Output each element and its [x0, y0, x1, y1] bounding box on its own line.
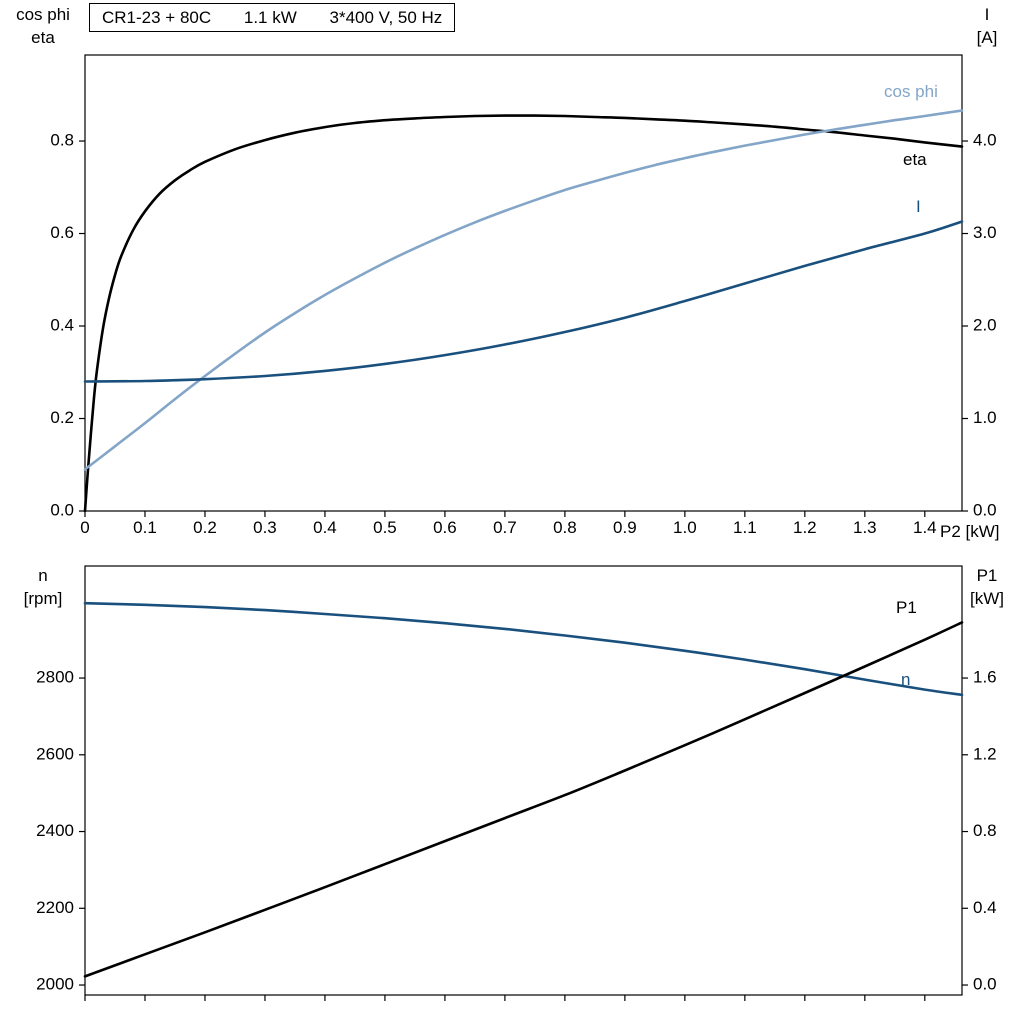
- top-left-axis-title: cos phi eta: [2, 3, 84, 49]
- x-axis-title: P2 [kW]: [940, 522, 1000, 541]
- svg-text:0.4: 0.4: [50, 315, 74, 334]
- svg-text:2.0: 2.0: [973, 315, 997, 334]
- axis-title-p1: P1: [976, 566, 998, 585]
- svg-text:0.4: 0.4: [973, 898, 997, 917]
- curve-label-eta: eta: [903, 150, 927, 169]
- svg-text:0.1: 0.1: [133, 518, 157, 537]
- svg-text:2400: 2400: [36, 821, 74, 840]
- curve-label-p1: P1: [896, 598, 917, 617]
- pump-supply: 3*400 V, 50 Hz: [329, 8, 443, 27]
- svg-text:0.7: 0.7: [493, 518, 517, 537]
- bottom-left-axis-title: n [rpm]: [2, 564, 84, 610]
- svg-text:1.3: 1.3: [853, 518, 877, 537]
- svg-text:1.1: 1.1: [733, 518, 757, 537]
- axis-title-cosphi: cos phi: [16, 5, 70, 24]
- svg-text:0.9: 0.9: [613, 518, 637, 537]
- axis-title-speed-unit: [rpm]: [23, 589, 63, 608]
- svg-text:0.2: 0.2: [50, 408, 74, 427]
- svg-text:1.6: 1.6: [973, 668, 997, 687]
- curve-label-cosphi: cos phi: [884, 82, 938, 101]
- svg-text:0.0: 0.0: [50, 500, 74, 519]
- chart-title-box: CR1-23 + 80C 1.1 kW 3*400 V, 50 Hz: [89, 3, 456, 32]
- curve-label-speed: n: [901, 670, 911, 689]
- svg-text:0.4: 0.4: [313, 518, 337, 537]
- svg-text:0.3: 0.3: [253, 518, 277, 537]
- svg-text:1.2: 1.2: [973, 744, 997, 763]
- svg-text:3.0: 3.0: [973, 223, 997, 242]
- svg-text:0.8: 0.8: [973, 821, 997, 840]
- svg-text:1.0: 1.0: [973, 408, 997, 427]
- svg-text:1.0: 1.0: [673, 518, 697, 537]
- svg-text:0: 0: [80, 518, 89, 537]
- axis-title-current: I: [984, 5, 990, 24]
- axis-title-speed: n: [38, 566, 48, 585]
- axis-title-p1-unit: [kW]: [970, 589, 1004, 608]
- pump-model: CR1-23 + 80C: [102, 8, 212, 27]
- svg-text:0.0: 0.0: [973, 500, 997, 519]
- svg-text:0.0: 0.0: [973, 975, 997, 994]
- svg-text:0.8: 0.8: [50, 131, 74, 150]
- svg-text:4.0: 4.0: [973, 131, 997, 150]
- axis-title-current-unit: [A]: [976, 28, 998, 47]
- svg-text:2600: 2600: [36, 744, 74, 763]
- svg-text:0.8: 0.8: [553, 518, 577, 537]
- svg-text:0.2: 0.2: [193, 518, 217, 537]
- axis-title-eta: eta: [31, 28, 55, 47]
- svg-text:1.4: 1.4: [913, 518, 937, 537]
- svg-text:0.6: 0.6: [433, 518, 457, 537]
- svg-text:2200: 2200: [36, 898, 74, 917]
- top-right-axis-title: I [A]: [956, 3, 1018, 49]
- svg-text:2000: 2000: [36, 975, 74, 994]
- svg-text:0.5: 0.5: [373, 518, 397, 537]
- bottom-right-axis-title: P1 [kW]: [956, 564, 1018, 610]
- svg-text:0.6: 0.6: [50, 223, 74, 242]
- curve-label-current: I: [916, 197, 921, 216]
- pump-rated-power: 1.1 kW: [243, 8, 297, 27]
- svg-text:1.2: 1.2: [793, 518, 817, 537]
- svg-text:2800: 2800: [36, 668, 74, 687]
